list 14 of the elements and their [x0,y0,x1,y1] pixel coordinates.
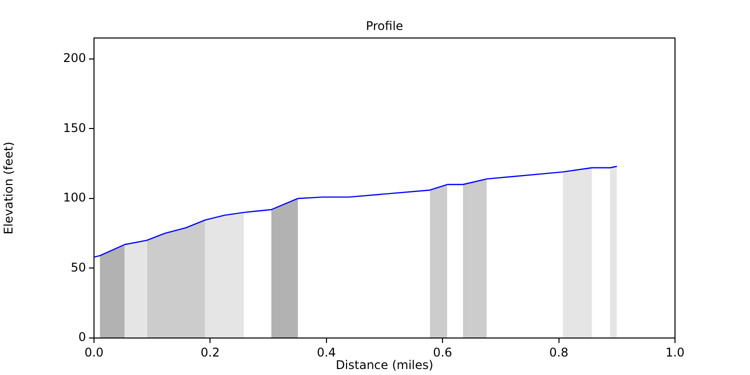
x-tick-label: 0.0 [84,345,104,360]
y-tick-label: 200 [63,51,86,66]
y-tick-label: 0 [78,330,86,344]
y-tick-label: 50 [70,260,86,274]
y-axis-title: Elevation (feet) [1,142,16,234]
x-tick-label: 0.6 [433,345,452,360]
x-tick-label: 0.2 [200,345,220,360]
x-axis-title: Distance (miles) [336,358,434,372]
chart-title: Profile [366,19,404,34]
x-tick-label: 0.4 [316,345,336,360]
x-tick-label: 0.8 [549,345,568,360]
y-tick-label: 100 [63,190,86,205]
y-tick-label: 150 [63,120,86,135]
x-tick-label: 1.0 [665,345,685,360]
